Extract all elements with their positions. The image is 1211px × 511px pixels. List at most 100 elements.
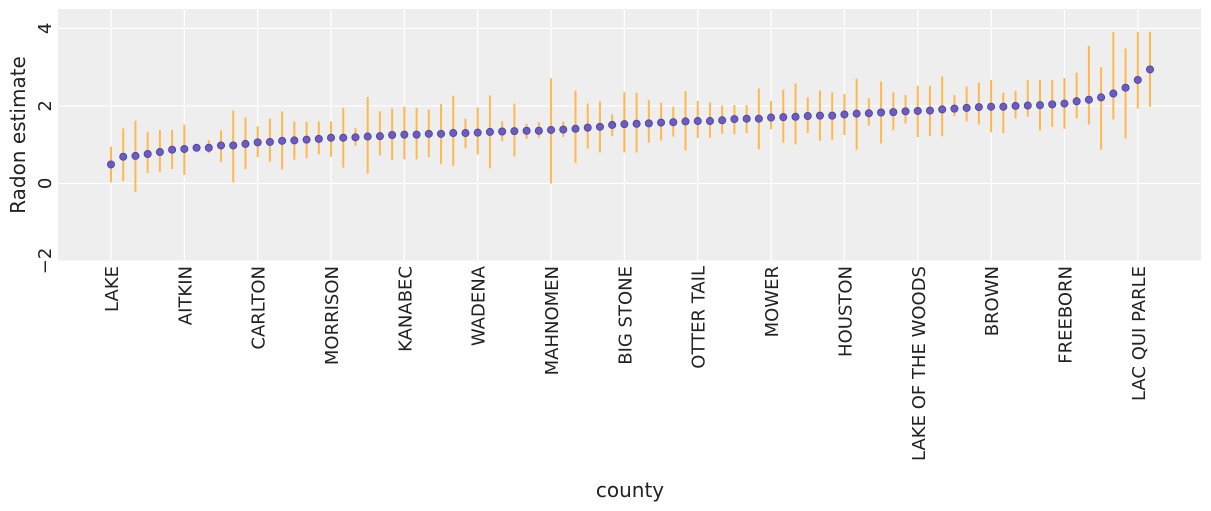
estimate-point xyxy=(901,107,910,116)
x-tick-label: FREEBORN xyxy=(1055,266,1076,364)
y-tick-label: 0 xyxy=(35,178,56,189)
estimate-point xyxy=(1146,65,1155,74)
estimate-point xyxy=(803,112,812,121)
estimate-point xyxy=(938,105,947,114)
estimate-point xyxy=(278,136,287,145)
estimate-point xyxy=(1060,99,1069,108)
estimate-point xyxy=(815,111,824,120)
estimate-point xyxy=(852,109,861,118)
estimate-point xyxy=(485,127,494,136)
estimate-point xyxy=(119,152,128,161)
x-tick-label: BROWN xyxy=(982,266,1003,336)
estimate-point xyxy=(461,129,470,138)
estimate-point xyxy=(1035,101,1044,110)
x-tick-label: LAKE OF THE WOODS xyxy=(909,266,930,461)
estimate-point xyxy=(693,117,702,126)
estimate-point xyxy=(779,113,788,122)
estimate-point xyxy=(754,114,763,123)
estimate-point xyxy=(547,125,556,134)
estimate-point xyxy=(669,118,678,127)
grid-y xyxy=(58,27,1201,262)
estimate-point xyxy=(864,109,873,118)
estimate-point xyxy=(791,112,800,121)
estimate-point xyxy=(571,124,580,133)
x-tick-label: LAKE xyxy=(102,266,123,312)
estimate-point xyxy=(1133,75,1142,84)
estimate-point xyxy=(1072,97,1081,106)
estimate-point xyxy=(1011,101,1020,110)
y-axis-label: Radon estimate xyxy=(6,56,30,214)
plot-background xyxy=(58,9,1201,261)
estimate-point xyxy=(388,130,397,139)
estimate-point xyxy=(180,144,189,153)
estimate-point xyxy=(143,149,152,158)
x-tick-label: OTTER TAIL xyxy=(689,266,710,369)
estimate-point xyxy=(351,133,360,142)
x-tick-label: LAC QUI PARLE xyxy=(1129,266,1150,401)
estimate-point xyxy=(1109,89,1118,98)
estimate-point xyxy=(424,129,433,138)
estimate-point xyxy=(302,135,311,144)
estimate-point xyxy=(1048,100,1057,109)
estimate-point xyxy=(339,133,348,142)
y-tick-label: 2 xyxy=(35,100,56,111)
estimate-point xyxy=(925,106,934,115)
x-tick-label: BIG STONE xyxy=(615,266,636,365)
estimate-point xyxy=(595,122,604,131)
estimate-point xyxy=(1121,83,1130,92)
estimate-point xyxy=(400,130,409,139)
estimate-point xyxy=(828,111,837,120)
estimate-point xyxy=(253,138,262,147)
estimate-point xyxy=(522,126,531,135)
estimate-point xyxy=(767,113,776,122)
x-tick-label: MOWER xyxy=(762,266,783,337)
estimate-point xyxy=(412,130,421,139)
y-tick-label: 4 xyxy=(35,23,56,34)
estimate-point xyxy=(229,141,238,150)
estimate-point xyxy=(913,106,922,115)
x-tick-label: KANABEC xyxy=(395,266,416,352)
estimate-point xyxy=(107,160,116,169)
estimate-point xyxy=(632,119,641,128)
estimate-point xyxy=(608,120,617,129)
estimate-point xyxy=(559,125,568,134)
estimate-point xyxy=(742,114,751,123)
estimate-point xyxy=(131,151,140,160)
estimate-point xyxy=(681,117,690,126)
estimate-point xyxy=(217,141,226,150)
estimate-point xyxy=(999,102,1008,111)
estimate-point xyxy=(705,117,714,126)
x-tick-label: HOUSTON xyxy=(835,266,856,357)
estimate-point xyxy=(363,132,372,141)
y-tick-labels: −2 0 2 4 xyxy=(35,23,56,275)
estimate-point xyxy=(241,139,250,148)
estimate-point xyxy=(1097,93,1106,102)
y-tick-label: −2 xyxy=(35,248,56,275)
estimate-point xyxy=(987,102,996,111)
estimate-point xyxy=(974,103,983,112)
estimate-point xyxy=(449,129,458,138)
estimate-point xyxy=(290,136,299,145)
estimate-point xyxy=(155,148,164,157)
estimate-point xyxy=(718,116,727,125)
estimate-point xyxy=(889,108,898,117)
estimate-point xyxy=(327,133,336,142)
estimate-point xyxy=(192,143,201,152)
estimate-point xyxy=(877,108,886,117)
x-tick-label: MORRISON xyxy=(322,266,343,365)
estimate-point xyxy=(583,123,592,132)
x-tick-label: CARLTON xyxy=(249,266,270,350)
x-tick-label: WADENA xyxy=(469,265,490,346)
estimate-point xyxy=(168,145,177,154)
estimate-point xyxy=(1023,101,1032,110)
estimate-point xyxy=(840,110,849,119)
estimate-point xyxy=(375,132,384,141)
estimate-point xyxy=(498,127,507,136)
estimate-point xyxy=(730,115,739,124)
estimate-point xyxy=(962,103,971,112)
estimate-point xyxy=(314,134,323,143)
x-axis-label: county xyxy=(596,478,664,502)
estimate-point xyxy=(950,104,959,113)
estimate-point xyxy=(534,126,543,135)
